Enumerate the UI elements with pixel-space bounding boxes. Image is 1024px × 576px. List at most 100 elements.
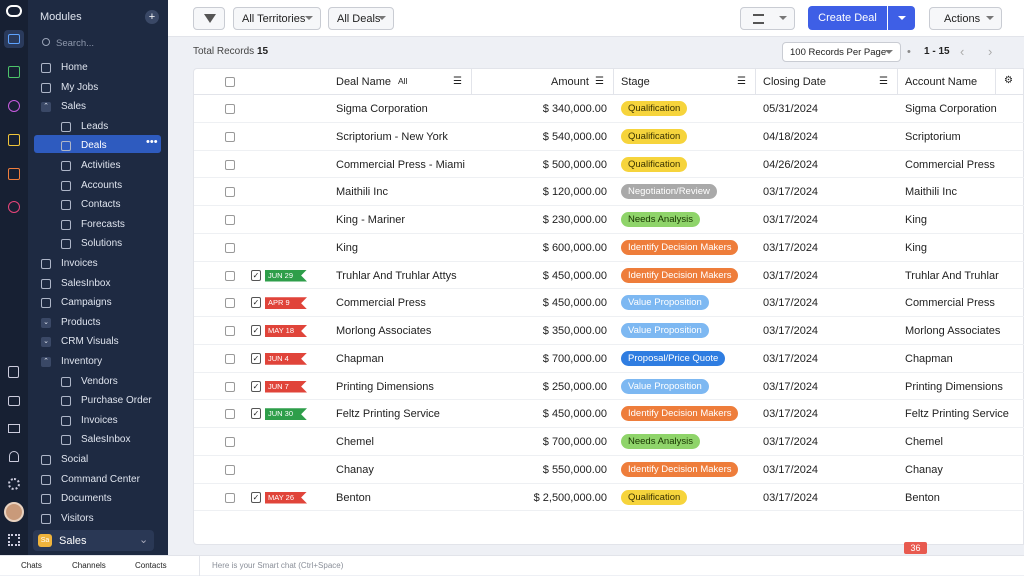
create-menu[interactable] <box>888 6 915 30</box>
column-settings[interactable]: ⚙ <box>1004 75 1013 86</box>
expand-toggle[interactable]: ⌄ <box>41 317 51 328</box>
select-all[interactable] <box>225 77 235 87</box>
deal-name[interactable]: Benton <box>336 491 371 504</box>
layout-toggle[interactable] <box>740 7 795 30</box>
deal-name[interactable]: Scriptorium - New York <box>336 130 448 143</box>
store-icon[interactable] <box>8 168 20 180</box>
bell-icon[interactable] <box>9 451 19 462</box>
account-name[interactable]: Maithili Inc <box>905 186 957 199</box>
row-checkbox[interactable] <box>225 187 235 198</box>
column-filter[interactable]: All <box>398 76 408 86</box>
notes-icon[interactable] <box>8 134 20 146</box>
tool-icon[interactable] <box>8 366 19 378</box>
row-checkbox[interactable] <box>225 409 235 420</box>
deal-name[interactable]: Sigma Corporation <box>336 103 428 115</box>
deal-name[interactable]: Chapman <box>336 352 384 365</box>
analytics-icon[interactable] <box>8 66 20 78</box>
row-checkbox[interactable] <box>225 131 235 142</box>
row-checkbox[interactable] <box>225 159 235 170</box>
nav-item[interactable]: ⌃ Sales <box>28 100 168 114</box>
account-name[interactable]: Commercial Press <box>905 297 995 310</box>
account-name[interactable]: Chanay <box>905 463 943 476</box>
account-name[interactable]: Benton <box>905 491 940 504</box>
account-name[interactable]: Chemel <box>905 436 943 448</box>
account-name[interactable]: King <box>905 241 928 254</box>
nav-item[interactable]: Leads <box>28 120 168 134</box>
apps-icon[interactable] <box>8 534 20 546</box>
row-checkbox[interactable] <box>225 298 235 309</box>
task-icon[interactable]: ✓ <box>251 380 261 392</box>
actions-button[interactable]: Actions <box>929 7 1002 30</box>
row-checkbox[interactable] <box>225 215 235 225</box>
expand-toggle[interactable]: ⌃ <box>41 357 51 367</box>
view-select[interactable]: All Deals <box>328 7 394 30</box>
account-name[interactable]: Chapman <box>905 352 953 365</box>
workspace-switcher[interactable]: Sa Sales ⌄ <box>33 530 154 551</box>
table-row[interactable]: Chanay $ 550,000.00 Identify Decision Make… <box>194 456 1024 484</box>
deal-name[interactable]: King <box>336 241 359 254</box>
table-row[interactable]: ✓ JUN 30 Feltz Printing Service $ 450,000.0… <box>194 400 1024 428</box>
task-icon[interactable]: ✓ <box>251 325 261 336</box>
row-checkbox[interactable] <box>225 270 235 281</box>
nav-item[interactable]: Solutions <box>28 237 168 251</box>
activity-icon[interactable] <box>8 100 20 112</box>
account-name[interactable]: Feltz Printing Service <box>905 408 1009 421</box>
nav-item[interactable]: Accounts <box>28 179 168 193</box>
column-header[interactable]: Deal Name <box>336 76 392 88</box>
nav-item[interactable]: SalesInbox <box>28 433 168 447</box>
account-name[interactable]: Printing Dimensions <box>905 380 1003 393</box>
expand-toggle[interactable]: ⌄ <box>41 337 51 348</box>
more-actions[interactable]: ••• <box>146 136 158 149</box>
contacts-link[interactable]: Contacts <box>135 561 167 570</box>
nav-item[interactable]: Documents <box>28 492 168 506</box>
deal-name[interactable]: Chemel <box>336 436 374 448</box>
nav-item[interactable]: SalesInbox <box>28 277 168 291</box>
nav-item[interactable]: ⌄ CRM Visuals <box>28 335 168 349</box>
chats-link[interactable]: Chats <box>21 561 42 570</box>
deal-name[interactable]: Truhlar And Truhlar Attys <box>336 269 457 282</box>
table-row[interactable]: King $ 600,000.00 Identify Decision Makers… <box>194 234 1024 262</box>
table-row[interactable]: Commercial Press - Miami $ 500,000.00 Qual… <box>194 151 1024 179</box>
task-icon[interactable]: ✓ <box>251 408 261 420</box>
row-checkbox[interactable] <box>225 104 235 114</box>
deal-name[interactable]: Morlong Associates <box>336 325 432 337</box>
table-row[interactable]: King - Mariner $ 230,000.00 Needs Analysis… <box>194 206 1024 234</box>
mail-icon[interactable] <box>8 424 20 433</box>
per-page-select[interactable]: 100 Records Per Page <box>782 42 901 62</box>
nav-item[interactable]: Home <box>28 61 168 75</box>
nav-item[interactable]: Invoices <box>28 414 168 428</box>
deal-name[interactable]: Chanay <box>336 463 374 476</box>
nav-item[interactable]: My Jobs <box>28 81 168 95</box>
account-name[interactable]: Morlong Associates <box>905 325 1001 337</box>
table-row[interactable]: ✓ MAY 26 Benton $ 2,500,000.00 Qualification… <box>194 484 1024 512</box>
row-checkbox[interactable] <box>225 242 235 253</box>
nav-item[interactable]: Social <box>28 453 168 467</box>
task-icon[interactable]: ✓ <box>251 352 261 364</box>
account-name[interactable]: Commercial Press <box>905 158 995 171</box>
modules-icon[interactable] <box>4 30 24 48</box>
table-row[interactable]: ✓ MAY 18 Morlong Associates $ 350,000.00 Val… <box>194 317 1024 345</box>
add-module[interactable]: + <box>145 10 159 24</box>
smart-chat-input[interactable]: Here is your Smart chat (Ctrl+Space) <box>212 561 344 570</box>
nav-item[interactable]: Deals ••• <box>28 136 168 153</box>
menu-icon[interactable]: ☰ <box>453 76 462 87</box>
row-checkbox[interactable] <box>225 381 235 392</box>
deal-name[interactable]: King - Mariner <box>336 214 406 226</box>
channels-link[interactable]: Channels <box>72 561 106 570</box>
column-header[interactable]: Stage <box>621 76 650 88</box>
menu-icon[interactable]: ☰ <box>595 76 604 87</box>
account-name[interactable]: Scriptorium <box>905 130 961 143</box>
deal-name[interactable]: Maithili Inc <box>336 186 388 199</box>
settings-icon[interactable] <box>8 478 20 490</box>
nav-item[interactable]: Visitors <box>28 512 168 526</box>
prev-page[interactable]: ‹ <box>960 44 965 59</box>
nav-item[interactable]: ⌄ Products <box>28 316 168 330</box>
row-checkbox[interactable] <box>225 437 235 447</box>
nav-item[interactable]: Activities <box>28 159 168 173</box>
search-icon[interactable] <box>8 201 20 213</box>
task-icon[interactable]: ✓ <box>251 269 261 281</box>
table-row[interactable]: Chemel $ 700,000.00 Needs Analysis 03/17/20… <box>194 428 1024 456</box>
search-input[interactable]: Search... <box>56 38 95 49</box>
nav-item[interactable]: Campaigns <box>28 296 168 310</box>
table-row[interactable]: Sigma Corporation $ 340,000.00 Qualificati… <box>194 95 1024 123</box>
